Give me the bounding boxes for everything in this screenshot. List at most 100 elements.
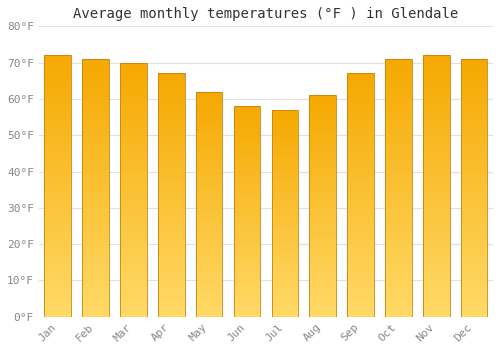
Bar xyxy=(120,299,146,302)
Bar xyxy=(423,131,450,134)
Bar xyxy=(196,92,222,94)
Bar xyxy=(385,265,411,268)
Bar xyxy=(196,296,222,299)
Bar xyxy=(423,136,450,139)
Bar xyxy=(310,306,336,308)
Bar xyxy=(461,118,487,121)
Bar xyxy=(385,128,411,131)
Bar xyxy=(310,104,336,106)
Bar xyxy=(82,304,109,307)
Bar xyxy=(461,193,487,196)
Bar xyxy=(158,188,184,190)
Bar xyxy=(82,126,109,128)
Bar xyxy=(82,98,109,100)
Bar xyxy=(348,205,374,207)
Bar xyxy=(461,124,487,126)
Bar xyxy=(423,202,450,204)
Bar xyxy=(310,177,336,180)
Bar xyxy=(385,196,411,198)
Bar xyxy=(82,196,109,198)
Bar xyxy=(461,75,487,77)
Bar xyxy=(310,290,336,293)
Bar xyxy=(272,118,298,120)
Bar xyxy=(348,193,374,195)
Bar xyxy=(385,162,411,165)
Bar xyxy=(82,234,109,237)
Bar xyxy=(158,288,184,290)
Bar xyxy=(44,304,71,306)
Bar xyxy=(82,271,109,273)
Bar xyxy=(120,149,146,152)
Bar xyxy=(158,261,184,263)
Bar xyxy=(196,164,222,166)
Bar xyxy=(158,125,184,127)
Bar xyxy=(461,165,487,167)
Bar xyxy=(310,193,336,195)
Bar xyxy=(120,236,146,238)
Bar xyxy=(196,216,222,218)
Bar xyxy=(461,291,487,294)
Bar xyxy=(234,273,260,275)
Bar xyxy=(234,306,260,308)
Bar xyxy=(272,315,298,317)
Bar xyxy=(82,141,109,144)
Bar xyxy=(44,220,71,223)
Bar xyxy=(82,185,109,188)
Bar xyxy=(423,212,450,215)
Bar xyxy=(158,74,184,317)
Bar xyxy=(272,158,298,160)
Bar xyxy=(385,144,411,147)
Bar xyxy=(196,231,222,233)
Bar xyxy=(120,157,146,159)
Bar xyxy=(158,283,184,285)
Bar xyxy=(385,314,411,317)
Bar xyxy=(120,98,146,101)
Bar xyxy=(461,95,487,98)
Bar xyxy=(234,211,260,214)
Bar xyxy=(310,312,336,315)
Bar xyxy=(158,219,184,222)
Bar xyxy=(423,110,450,113)
Bar xyxy=(348,300,374,302)
Bar xyxy=(234,108,260,110)
Bar xyxy=(82,113,109,116)
Bar xyxy=(423,296,450,299)
Bar xyxy=(158,83,184,86)
Bar xyxy=(44,157,71,160)
Bar xyxy=(385,203,411,206)
Bar xyxy=(310,173,336,175)
Bar xyxy=(82,121,109,124)
Bar xyxy=(461,185,487,188)
Bar xyxy=(82,206,109,209)
Bar xyxy=(120,131,146,134)
Bar xyxy=(82,255,109,258)
Bar xyxy=(272,273,298,275)
Bar xyxy=(385,118,411,121)
Bar xyxy=(158,290,184,293)
Bar xyxy=(385,157,411,160)
Bar xyxy=(310,301,336,303)
Bar xyxy=(158,181,184,183)
Bar xyxy=(196,177,222,180)
Bar xyxy=(196,96,222,98)
Bar xyxy=(234,222,260,224)
Bar xyxy=(385,69,411,72)
Bar xyxy=(461,245,487,247)
Bar xyxy=(385,281,411,283)
Bar xyxy=(272,126,298,128)
Bar xyxy=(120,116,146,119)
Bar xyxy=(461,131,487,134)
Bar xyxy=(348,293,374,295)
Bar xyxy=(348,151,374,154)
Bar xyxy=(82,124,109,126)
Bar xyxy=(272,133,298,135)
Bar xyxy=(120,294,146,296)
Bar xyxy=(196,254,222,256)
Bar xyxy=(423,204,450,207)
Bar xyxy=(158,217,184,219)
Bar xyxy=(120,78,146,80)
Bar xyxy=(423,94,450,97)
Bar xyxy=(272,267,298,269)
Bar xyxy=(385,124,411,126)
Bar xyxy=(234,234,260,237)
